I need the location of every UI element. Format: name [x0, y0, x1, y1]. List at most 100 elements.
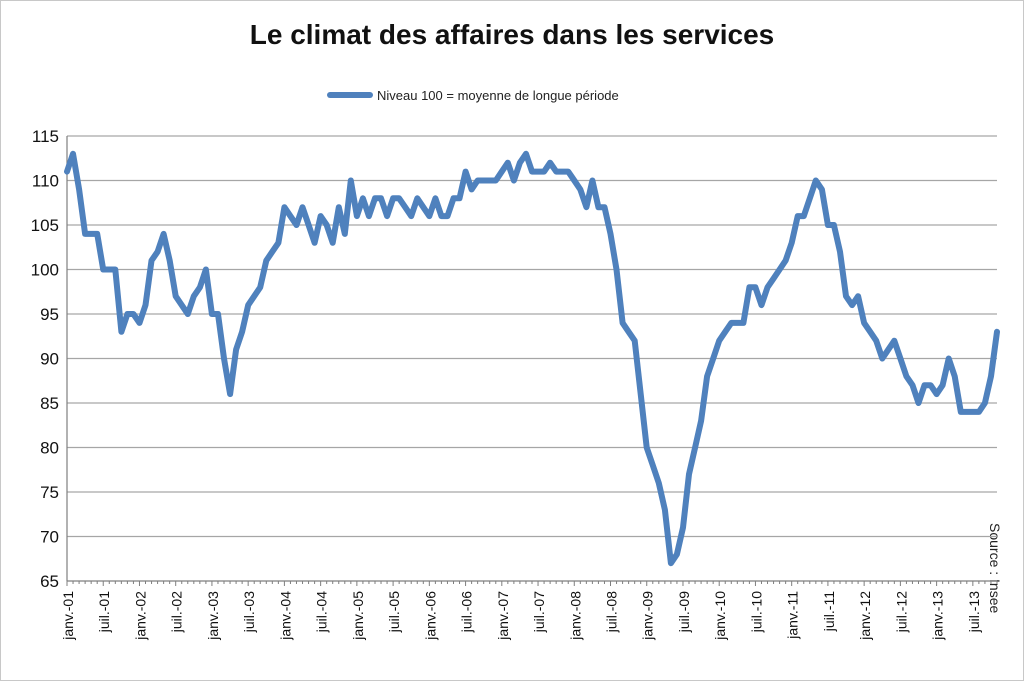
data-point [802, 214, 806, 218]
data-point [590, 179, 594, 183]
data-point [808, 196, 812, 200]
data-point [989, 374, 993, 378]
y-tick-label: 115 [32, 127, 59, 146]
data-point [911, 383, 915, 387]
x-tick-label: janv.-10 [712, 591, 728, 641]
data-point [240, 330, 244, 334]
data-point [83, 232, 87, 236]
data-point [276, 241, 280, 245]
x-tick-label: janv.-01 [60, 591, 76, 641]
data-point [651, 463, 655, 467]
data-point [198, 285, 202, 289]
data-point [868, 330, 872, 334]
data-point [421, 205, 425, 209]
data-point [138, 321, 142, 325]
data-point [367, 214, 371, 218]
data-point [862, 321, 866, 325]
data-point [627, 330, 631, 334]
data-point [349, 179, 353, 183]
x-tick-label: juil.-11 [821, 591, 837, 632]
data-point [192, 294, 196, 298]
data-point [204, 268, 208, 272]
data-point [711, 357, 715, 361]
data-point [234, 348, 238, 352]
data-point [409, 214, 413, 218]
data-point [820, 187, 824, 191]
data-point [119, 330, 123, 334]
data-point [403, 205, 407, 209]
data-point [439, 214, 443, 218]
data-point [772, 276, 776, 280]
data-point [385, 214, 389, 218]
chart-title: Le climat des affaires dans les services [249, 19, 775, 50]
data-point [965, 410, 969, 414]
legend-swatch [327, 92, 373, 98]
data-point [162, 232, 166, 236]
x-tick-label: juil.-09 [676, 591, 692, 633]
x-tick-label: juil.-13 [966, 591, 982, 633]
data-point [125, 312, 129, 316]
data-point [174, 294, 178, 298]
data-point [784, 259, 788, 263]
data-point [699, 419, 703, 423]
data-point [898, 357, 902, 361]
data-point [548, 161, 552, 165]
data-point [778, 268, 782, 272]
data-point [228, 392, 232, 396]
data-point [313, 241, 317, 245]
data-point [753, 285, 757, 289]
data-point [983, 401, 987, 405]
data-point [216, 312, 220, 316]
y-tick-label: 70 [40, 528, 59, 547]
data-point [476, 179, 480, 183]
y-tick-label: 85 [40, 394, 59, 413]
data-point [325, 223, 329, 227]
data-point [856, 294, 860, 298]
chart-legend: Niveau 100 = moyenne de longue période [327, 85, 619, 105]
data-point [669, 561, 673, 565]
data-point [941, 383, 945, 387]
data-point [681, 526, 685, 530]
data-point [71, 152, 75, 156]
data-point [645, 446, 649, 450]
x-tick-label: juil.-06 [459, 591, 475, 633]
data-point [427, 214, 431, 218]
data-point [518, 161, 522, 165]
data-point [77, 187, 81, 191]
x-tick-label: janv.-07 [495, 591, 511, 641]
data-point [482, 179, 486, 183]
y-tick-label: 110 [32, 172, 59, 191]
x-tick-label: juil.-02 [169, 591, 185, 633]
data-point [760, 303, 764, 307]
data-point [633, 339, 637, 343]
series-line [64, 150, 1000, 567]
data-point [458, 196, 462, 200]
data-point [337, 205, 341, 209]
data-point [500, 170, 504, 174]
x-tick-label: juil.-07 [531, 591, 547, 633]
x-tick-label: juil.-04 [314, 591, 330, 633]
data-point [584, 205, 588, 209]
data-point [506, 161, 510, 165]
data-point [433, 196, 437, 200]
data-point [572, 179, 576, 183]
x-tick-label: janv.-08 [567, 591, 583, 641]
data-point [723, 330, 727, 334]
data-point [929, 383, 933, 387]
data-point [621, 321, 625, 325]
data-point [832, 223, 836, 227]
data-point [850, 303, 854, 307]
data-point [95, 232, 99, 236]
data-point [542, 170, 546, 174]
x-tick-label: juil.-01 [96, 591, 112, 633]
data-point [741, 321, 745, 325]
data-point [603, 205, 607, 209]
data-point [790, 241, 794, 245]
data-point [886, 348, 890, 352]
data-point [319, 214, 323, 218]
data-point [494, 179, 498, 183]
data-point [512, 179, 516, 183]
data-point [554, 170, 558, 174]
